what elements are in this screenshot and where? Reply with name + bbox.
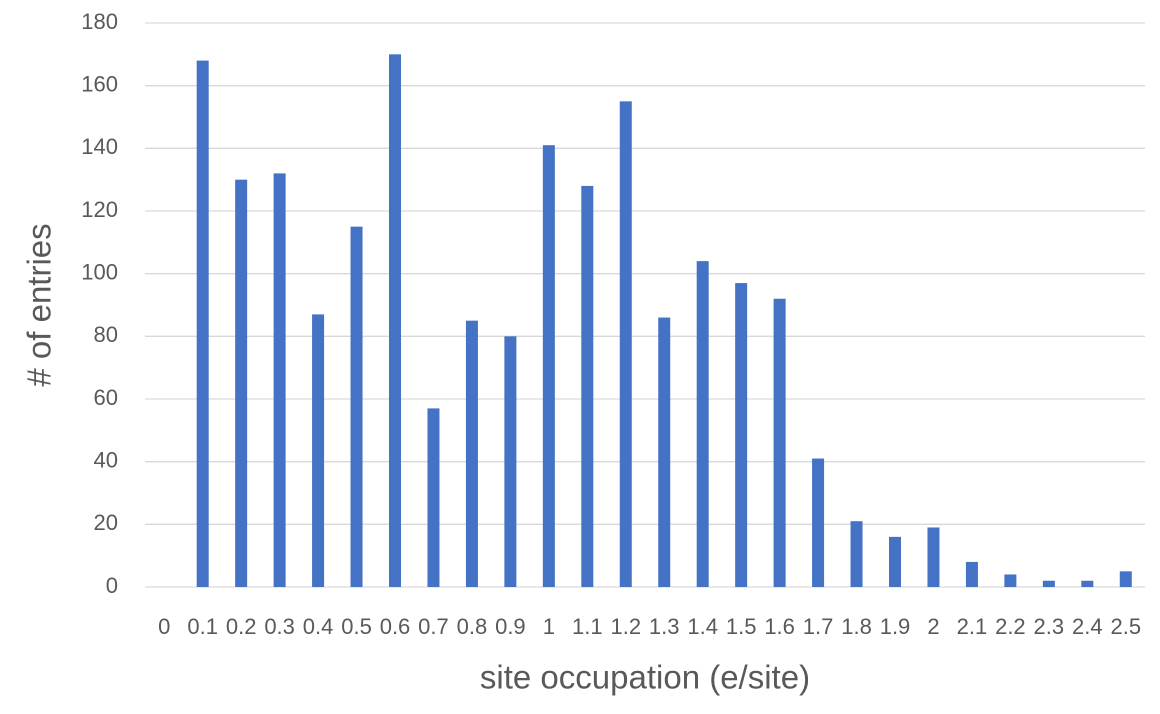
x-tick-label: 0.7 — [418, 614, 449, 639]
bar — [427, 408, 440, 587]
bar — [1042, 580, 1055, 587]
bar — [927, 527, 940, 587]
x-tick-label: 1.7 — [803, 614, 834, 639]
bar — [812, 458, 825, 587]
x-tick-label: 1 — [543, 614, 555, 639]
x-tick-label: 1.2 — [610, 614, 641, 639]
bar — [850, 521, 863, 587]
bar — [1004, 574, 1017, 587]
y-tick-label: 100 — [81, 259, 118, 284]
x-tick-label: 1.5 — [726, 614, 757, 639]
x-tick-label: 1.4 — [687, 614, 718, 639]
x-tick-label: 2.3 — [1034, 614, 1065, 639]
bar — [581, 185, 594, 587]
x-tick-label: 0.8 — [457, 614, 488, 639]
y-tick-label: 0 — [106, 573, 118, 598]
x-tick-label: 0.9 — [495, 614, 526, 639]
x-tick-label: 1.8 — [841, 614, 872, 639]
y-tick-label: 180 — [81, 9, 118, 34]
x-tick-label: 1.9 — [880, 614, 911, 639]
bar — [735, 283, 748, 587]
y-tick-label: 40 — [94, 447, 118, 472]
bar — [619, 101, 632, 587]
x-tick-label: 0.5 — [341, 614, 372, 639]
bar — [465, 320, 478, 587]
x-tick-label: 0.1 — [187, 614, 218, 639]
x-tick-label: 2.4 — [1072, 614, 1103, 639]
x-tick-label: 0.2 — [226, 614, 257, 639]
bar — [658, 317, 671, 587]
x-tick-label: 2 — [927, 614, 939, 639]
bar — [235, 179, 248, 587]
bar — [542, 145, 555, 587]
y-tick-label: 80 — [94, 322, 118, 347]
y-tick-label: 120 — [81, 197, 118, 222]
x-tick-label: 2.1 — [957, 614, 988, 639]
x-tick-label: 0.4 — [303, 614, 334, 639]
bar — [1081, 580, 1094, 587]
y-tick-label: 20 — [94, 510, 118, 535]
x-tick-label: 2.5 — [1110, 614, 1141, 639]
x-tick-label: 1.3 — [649, 614, 680, 639]
bar — [696, 261, 709, 587]
x-axis-title: site occupation (e/site) — [480, 659, 810, 696]
y-axis-title: # of entries — [21, 223, 58, 386]
bar — [504, 336, 517, 587]
x-tick-label: 1.6 — [764, 614, 795, 639]
bar — [273, 173, 286, 587]
bar — [389, 54, 401, 588]
bar — [196, 60, 209, 588]
bar — [773, 298, 786, 587]
y-tick-label: 160 — [81, 71, 118, 96]
x-tick-label: 1.1 — [572, 614, 603, 639]
bar — [965, 561, 978, 587]
bar — [1119, 571, 1132, 587]
y-tick-label: 60 — [94, 385, 118, 410]
bar — [889, 536, 901, 587]
x-tick-label: 0.3 — [264, 614, 295, 639]
bar — [312, 314, 325, 587]
x-tick-label: 2.2 — [995, 614, 1026, 639]
x-tick-label: 0 — [158, 614, 170, 639]
x-tick-label: 0.6 — [380, 614, 411, 639]
y-tick-label: 140 — [81, 134, 118, 159]
bar — [350, 226, 363, 587]
